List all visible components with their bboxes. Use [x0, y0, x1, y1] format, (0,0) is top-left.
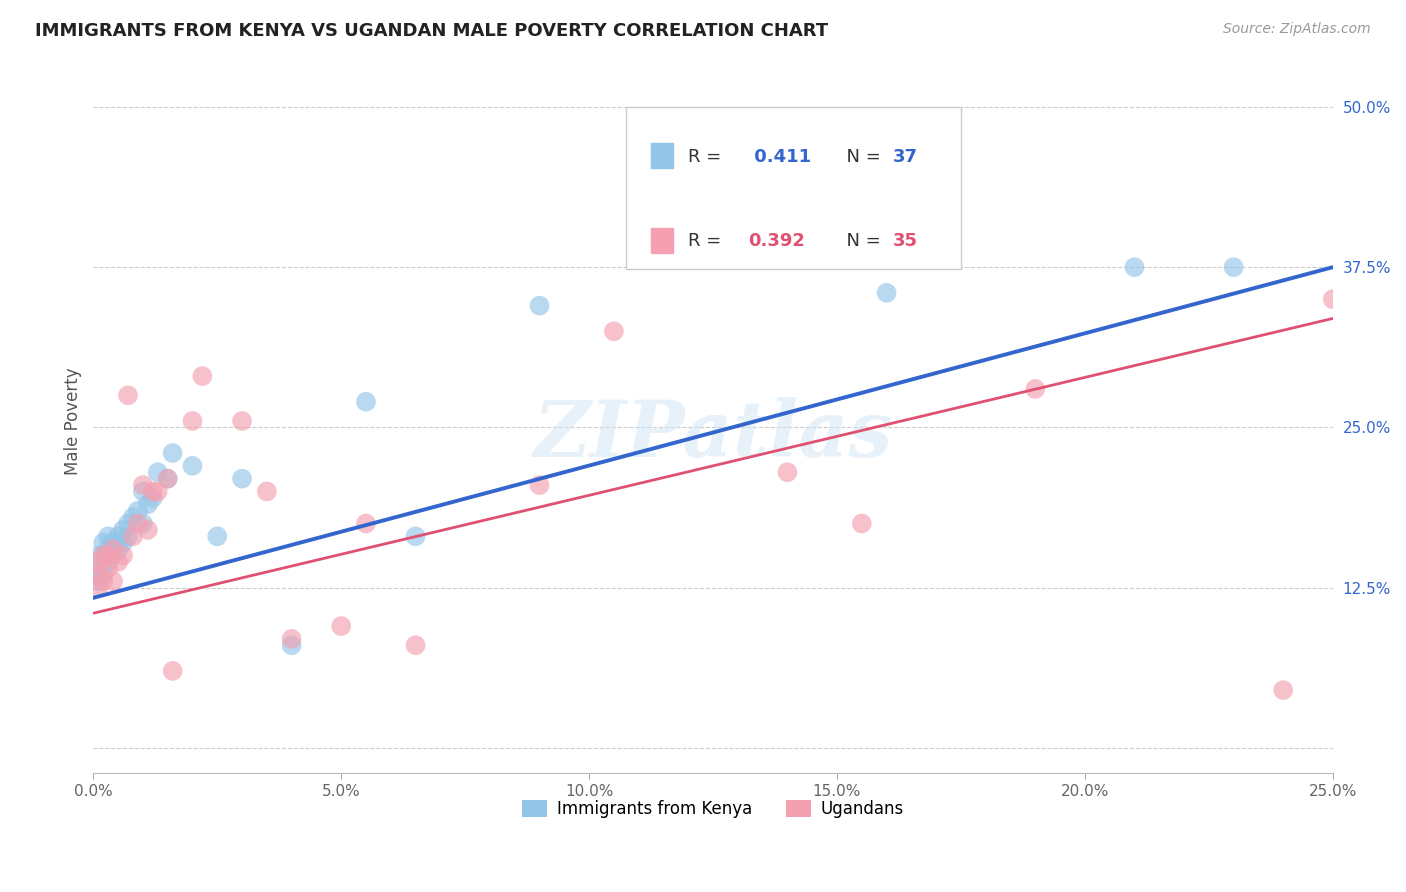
Text: 37: 37 [893, 148, 918, 166]
Point [181, 458, 204, 473]
Bar [651, 227, 673, 252]
Text: R =: R = [689, 232, 727, 251]
Text: IMMIGRANTS FROM KENYA VS UGANDAN MALE POVERTY CORRELATION CHART: IMMIGRANTS FROM KENYA VS UGANDAN MALE PO… [35, 22, 828, 40]
Point [101, 574, 124, 589]
Point [231, 472, 253, 486]
Point [603, 324, 626, 338]
Point [91, 535, 114, 549]
Text: N =: N = [835, 148, 886, 166]
Point [117, 388, 139, 402]
Point [87, 574, 110, 589]
Text: N =: N = [835, 232, 886, 251]
Point [876, 285, 898, 300]
Point [117, 516, 139, 531]
Text: 0.411: 0.411 [748, 148, 811, 166]
Point [91, 567, 114, 582]
Point [207, 529, 229, 543]
Point [87, 555, 110, 569]
Point [162, 664, 184, 678]
Point [101, 542, 124, 557]
Point [91, 574, 114, 589]
Point [156, 472, 179, 486]
Point [142, 491, 165, 505]
Point [91, 549, 114, 563]
Point [280, 632, 302, 646]
Text: 35: 35 [893, 232, 918, 251]
Point [132, 484, 155, 499]
Point [87, 561, 110, 575]
Point [354, 394, 377, 409]
Point [191, 369, 214, 384]
Point [87, 567, 110, 582]
Point [112, 535, 135, 549]
Point [87, 581, 110, 595]
Point [132, 478, 155, 492]
Point [122, 510, 145, 524]
Point [97, 555, 120, 569]
Point [112, 549, 135, 563]
Point [181, 414, 204, 428]
Point [117, 529, 139, 543]
Point [256, 484, 278, 499]
Point [107, 555, 129, 569]
Point [727, 112, 749, 127]
Point [146, 484, 169, 499]
Point [1222, 260, 1244, 275]
Point [529, 299, 551, 313]
Point [142, 484, 165, 499]
Point [330, 619, 353, 633]
Text: Source: ZipAtlas.com: Source: ZipAtlas.com [1223, 22, 1371, 37]
Point [776, 465, 799, 479]
Text: 0.392: 0.392 [748, 232, 804, 251]
Point [1123, 260, 1146, 275]
Point [107, 542, 129, 557]
Point [162, 446, 184, 460]
Point [405, 638, 427, 652]
Point [112, 523, 135, 537]
Point [136, 523, 159, 537]
Y-axis label: Male Poverty: Male Poverty [65, 368, 82, 475]
Point [1272, 683, 1295, 698]
Point [87, 549, 110, 563]
Bar [651, 143, 673, 169]
Point [156, 472, 179, 486]
Point [529, 478, 551, 492]
FancyBboxPatch shape [626, 107, 960, 269]
Point [97, 561, 120, 575]
Point [851, 516, 873, 531]
Legend: Immigrants from Kenya, Ugandans: Immigrants from Kenya, Ugandans [516, 794, 911, 825]
Point [97, 549, 120, 563]
Point [354, 516, 377, 531]
Point [136, 497, 159, 511]
Point [132, 516, 155, 531]
Point [1322, 292, 1344, 306]
Point [91, 549, 114, 563]
Point [107, 529, 129, 543]
Point [1024, 382, 1046, 396]
Point [97, 529, 120, 543]
Point [127, 516, 149, 531]
Point [280, 638, 302, 652]
Point [101, 549, 124, 563]
Point [97, 542, 120, 557]
Point [127, 504, 149, 518]
Point [146, 465, 169, 479]
Point [101, 535, 124, 549]
Text: ZIPatlas: ZIPatlas [533, 397, 893, 474]
Text: R =: R = [689, 148, 727, 166]
Point [405, 529, 427, 543]
Point [122, 529, 145, 543]
Point [231, 414, 253, 428]
